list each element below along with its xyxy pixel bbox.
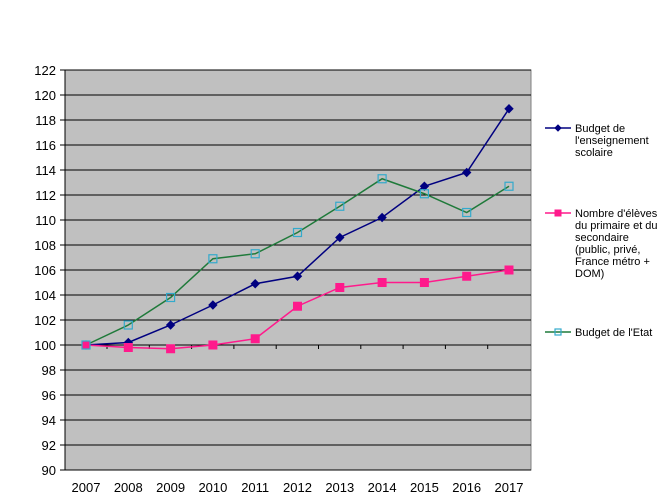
legend-swatch-marker (554, 209, 562, 217)
y-tick-label: 94 (42, 413, 56, 428)
x-tick-label: 2012 (283, 480, 312, 495)
series-markers (81, 104, 514, 354)
y-tick-label: 100 (34, 338, 56, 353)
y-tick-label: 102 (34, 313, 56, 328)
y-tick-label: 112 (35, 188, 56, 203)
data-point (165, 320, 176, 330)
legend-swatch-marker (554, 328, 562, 336)
y-tick-label: 92 (42, 438, 56, 453)
data-point (250, 334, 260, 344)
data-point (123, 343, 133, 352)
x-tick-label: 2013 (325, 480, 354, 495)
legend-label: secondaire (575, 232, 629, 244)
data-point (377, 278, 387, 287)
data-point (462, 207, 472, 218)
data-point (250, 279, 260, 289)
x-tick-label: 2017 (495, 480, 524, 495)
y-tick-label: 116 (35, 138, 56, 153)
data-point (335, 232, 345, 243)
x-tick-label: 2008 (114, 480, 143, 495)
data-point (166, 344, 176, 354)
x-tick-label: 2010 (198, 480, 227, 495)
y-tick-label: 90 (42, 463, 56, 478)
data-point (166, 292, 176, 303)
data-point (462, 271, 472, 281)
data-point (377, 212, 387, 223)
y-tick-label: 120 (34, 88, 56, 103)
y-tick-label: 96 (42, 388, 56, 403)
y-tick-label: 108 (34, 238, 56, 253)
legend-label: (public, privé, (575, 244, 640, 256)
legend-label: scolaire (575, 147, 613, 159)
legend-label: DOM) (575, 268, 604, 280)
x-tick-label: 2011 (241, 480, 269, 495)
data-point (504, 265, 514, 275)
data-point (123, 320, 133, 330)
legend-label: Budget de l'Etat (575, 327, 652, 339)
y-tick-label: 104 (34, 288, 56, 303)
data-point (377, 174, 387, 184)
data-point (250, 249, 260, 259)
series-line-3 (85, 177, 510, 346)
data-point (81, 340, 91, 350)
legend-swatch-marker (554, 124, 562, 132)
data-point (335, 283, 345, 292)
legend-label: France métro + (575, 256, 650, 268)
y-tick-label: 106 (34, 263, 56, 278)
data-point (81, 340, 91, 350)
data-point (208, 254, 218, 264)
legend-label: Nombre d'élèves (575, 208, 658, 220)
data-point (504, 181, 514, 191)
y-tick-label: 114 (35, 163, 56, 178)
x-tick-label: 2015 (410, 480, 439, 495)
y-tick-label: 98 (42, 363, 56, 378)
y-tick-label: 122 (34, 63, 56, 78)
data-point (419, 278, 429, 287)
data-point (208, 300, 218, 310)
y-axis-ticks: 90 92 94 96 98 100 102 104 106 108 110 112 114 116 118… (34, 63, 65, 478)
x-tick-label: 2007 (72, 480, 101, 495)
x-tick-label: 2016 (452, 480, 481, 495)
data-point (208, 340, 218, 350)
x-tick-label: 2009 (156, 480, 185, 495)
data-point (335, 201, 345, 211)
legend-label: du primaire et du (575, 220, 658, 232)
data-point (419, 189, 429, 199)
data-point (292, 227, 303, 238)
x-axis-ticks: 2007 2008 2009 2010 2011 2012 2013 2014 2015 2016… (72, 345, 524, 495)
data-point (461, 167, 472, 178)
data-point (293, 301, 302, 311)
legend-label: Budget de (575, 123, 625, 135)
legend-label: l'enseignement (575, 135, 649, 147)
y-tick-label: 110 (35, 213, 56, 228)
data-point (292, 271, 303, 281)
y-tick-label: 118 (35, 113, 56, 128)
x-tick-label: 2014 (368, 480, 397, 495)
data-point (504, 104, 514, 114)
